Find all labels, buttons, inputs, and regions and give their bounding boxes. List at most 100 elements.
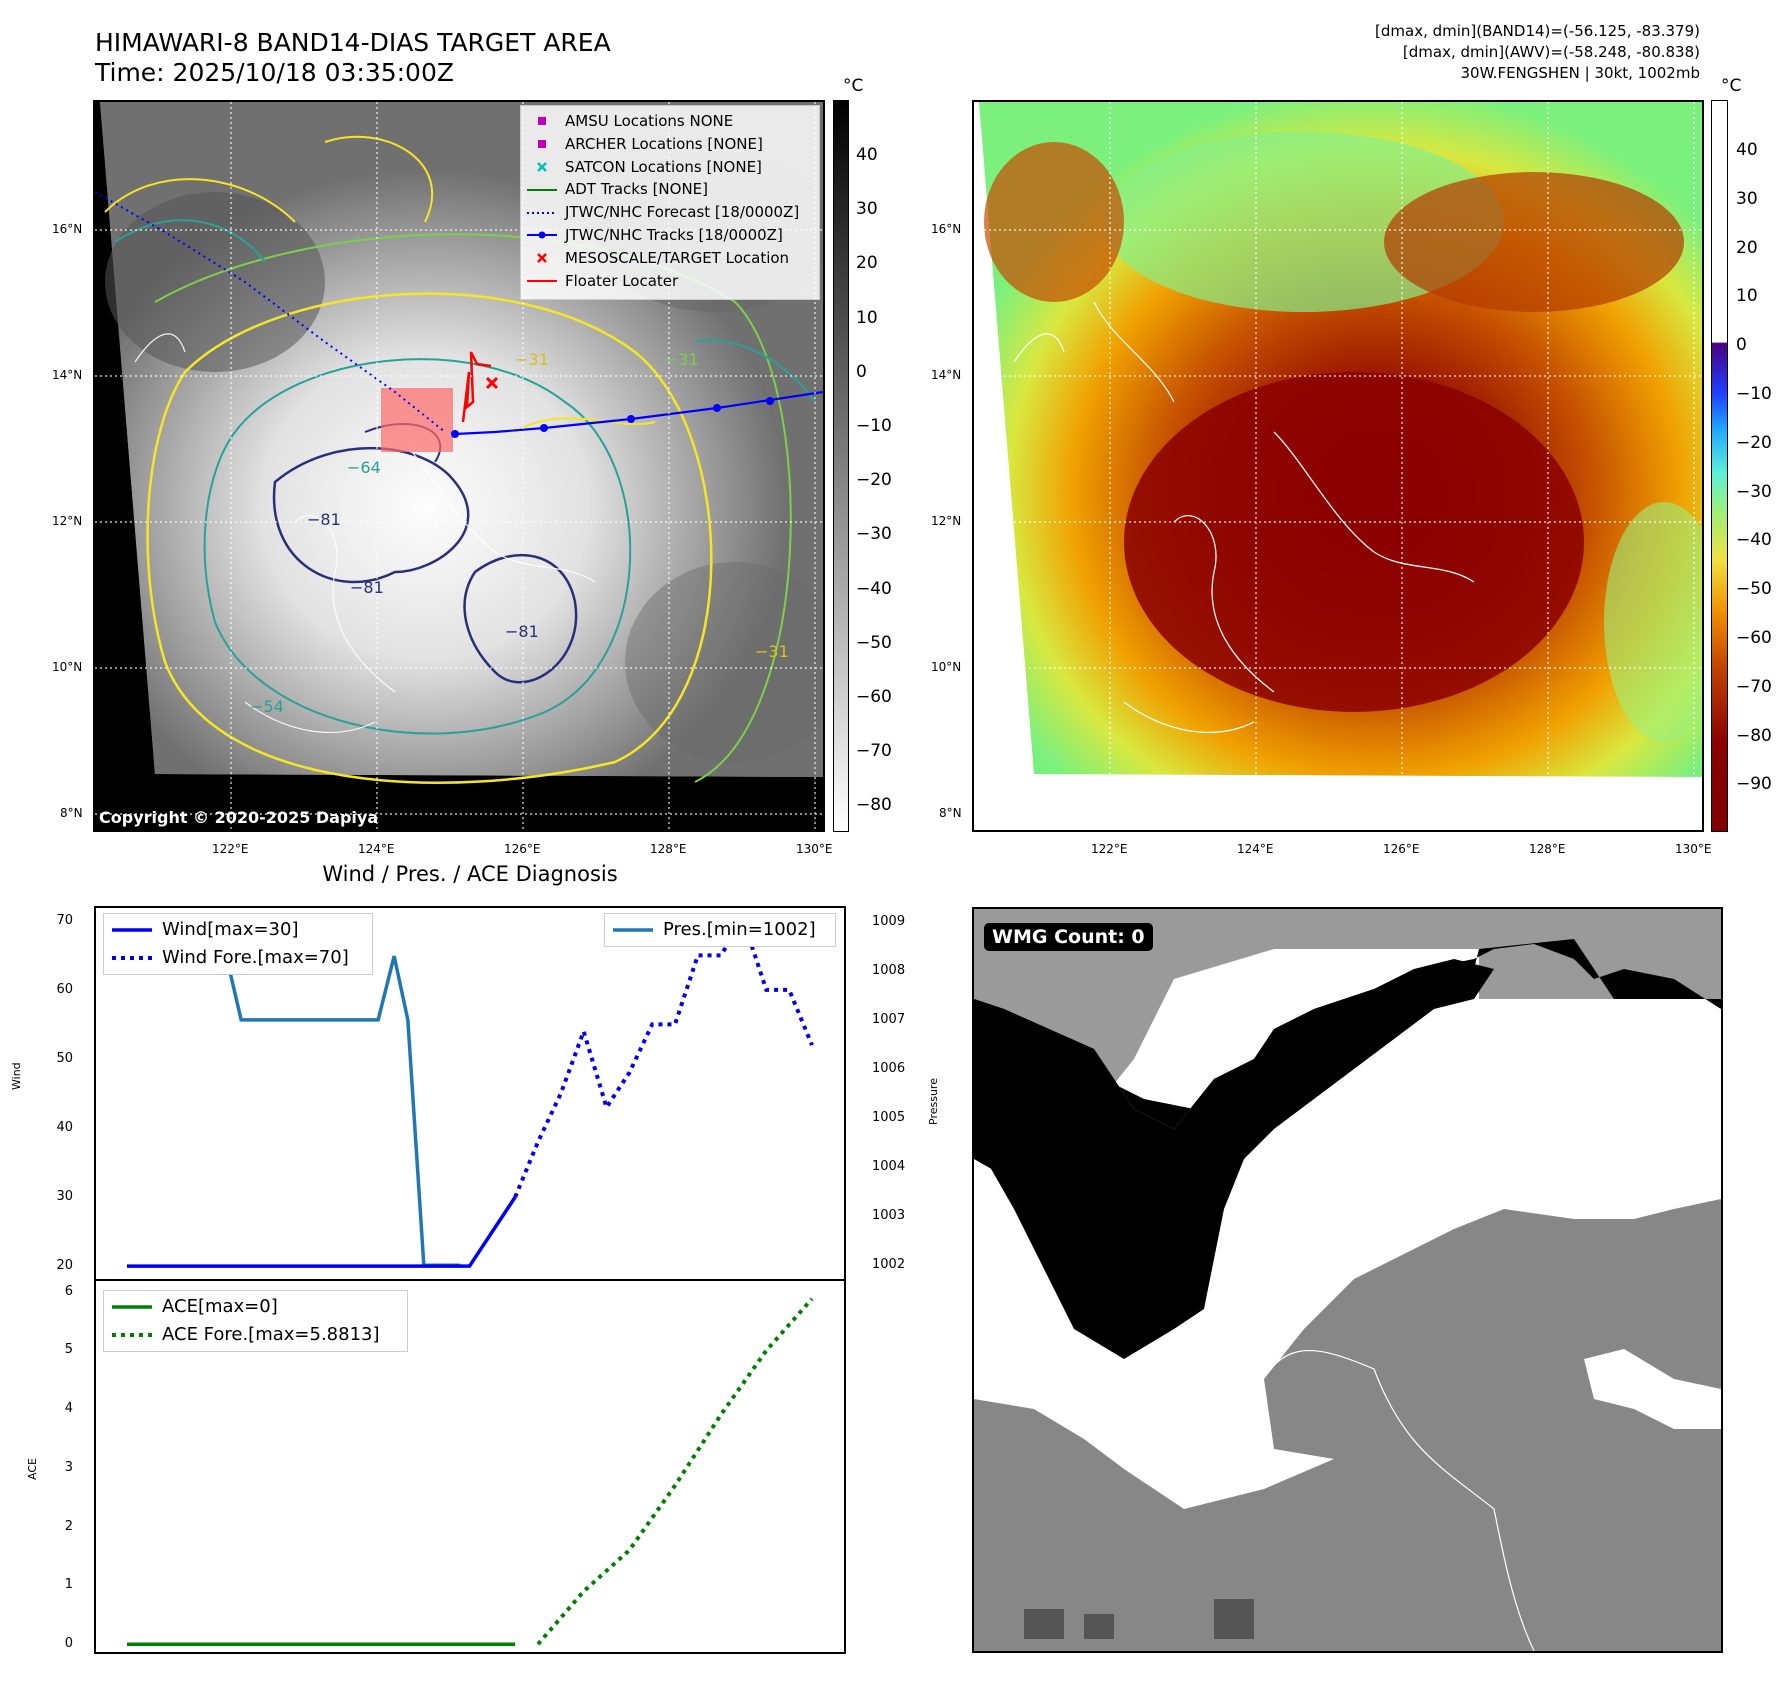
axis-tick-label: 1008 <box>872 962 906 978</box>
colorbar-tick: 40 <box>856 145 878 165</box>
colorbar-tick: −50 <box>856 632 892 653</box>
series-line <box>513 916 814 1198</box>
lon-label: 128°E <box>650 842 687 856</box>
colorbar-tick: −20 <box>856 470 892 491</box>
axis-tick-label: 1009 <box>872 913 906 929</box>
lon-label: 122°E <box>1091 842 1128 856</box>
info-line2: [dmax, dmin](AWV)=(-58.248, -80.838) <box>1402 43 1700 61</box>
lon-label: 126°E <box>1383 842 1420 856</box>
axis-tick-label: 40 <box>56 1120 73 1136</box>
axis-tick-label: 1003 <box>872 1208 906 1224</box>
colorbar-tick: 0 <box>1736 335 1747 356</box>
axis-tick-label: 1 <box>64 1577 73 1593</box>
colorbar-tick: 30 <box>856 199 878 220</box>
lon-label: 130°E <box>796 842 833 856</box>
colorbar-tick: −50 <box>1736 579 1772 600</box>
series-line <box>127 1196 517 1268</box>
pressure-legend: Pres.[min=1002] <box>604 913 836 947</box>
wmg-panel: WMG Count: 0 <box>972 907 1723 1653</box>
track-point <box>540 424 548 432</box>
colorbar-tick: 20 <box>1736 237 1758 258</box>
wmg-count-badge: WMG Count: 0 <box>984 923 1153 951</box>
axis-tick-label: 4 <box>64 1401 73 1417</box>
legend-item: ACE Fore.[max=5.8813] <box>112 1321 399 1349</box>
lon-label: 128°E <box>1529 842 1566 856</box>
colorbar-tick: −10 <box>1736 384 1772 404</box>
legend-label: AMSU Locations NONE <box>565 112 734 130</box>
contour-label: −64 <box>347 458 381 477</box>
lat-label: 10°N <box>931 660 962 674</box>
lon-label: 124°E <box>1237 842 1274 856</box>
contour-label: −81 <box>307 510 341 529</box>
axis-tick-label: 6 <box>64 1283 73 1299</box>
target-location-marker <box>485 376 499 390</box>
legend-item: Pres.[min=1002] <box>613 916 827 944</box>
colorbar-tick: −10 <box>856 416 892 436</box>
axis-tick-label: 3 <box>64 1459 73 1475</box>
ir-map-panel: −81 −81 −81 −64 −31 −31 −54 −31 Copyrigh… <box>93 100 825 832</box>
legend-item: Floater Locater <box>527 270 813 293</box>
contour-label: −31 <box>515 350 549 369</box>
legend-label: Floater Locater <box>565 271 679 290</box>
lat-label: 10°N <box>52 660 83 674</box>
legend-item: SATCON Locations [NONE] <box>527 156 813 179</box>
colorbar-tick: 40 <box>1736 140 1758 160</box>
track-point <box>451 430 459 438</box>
colorbar-tick: −70 <box>856 741 892 762</box>
lon-label: 126°E <box>504 842 541 856</box>
legend-label: MESOSCALE/TARGET Location <box>565 248 790 267</box>
pressure-axis-label: Pressure <box>927 1078 940 1125</box>
colorbar-tick: −60 <box>1736 628 1772 648</box>
legend-item: JTWC/NHC Tracks [18/0000Z] <box>527 224 813 247</box>
wind-legend: Wind[max=30] Wind Fore.[max=70] <box>103 913 373 975</box>
axis-tick-label: 50 <box>56 1050 73 1066</box>
legend-item: AMSU Locations NONE <box>527 110 813 133</box>
contour-label: −54 <box>250 697 284 716</box>
axis-tick-label: 2 <box>64 1518 73 1534</box>
ace-legend: ACE[max=0] ACE Fore.[max=5.8813] <box>103 1290 408 1352</box>
lat-label: 14°N <box>931 368 962 382</box>
legend-label: JTWC/NHC Tracks [18/0000Z] <box>565 225 783 244</box>
legend-item: ACE[max=0] <box>112 1293 399 1321</box>
colorbar-tick: 0 <box>856 361 867 382</box>
legend-label: Wind Fore.[max=70] <box>162 947 349 968</box>
track-point <box>766 397 774 405</box>
legend-item: Wind[max=30] <box>112 916 364 944</box>
lat-label: 14°N <box>52 368 83 382</box>
colorbar-tick: −30 <box>856 524 892 545</box>
colorbar-tick: −40 <box>1736 530 1772 551</box>
lat-label: 8°N <box>60 806 83 820</box>
series-line <box>536 1297 814 1646</box>
lat-label: 8°N <box>939 806 962 820</box>
legend-label: ACE Fore.[max=5.8813] <box>162 1324 380 1345</box>
legend-item: JTWC/NHC Forecast [18/0000Z] <box>527 201 813 224</box>
map-title-line1: HIMAWARI-8 BAND14-DIAS TARGET AREA <box>95 28 611 57</box>
colorbar-tick: 30 <box>1736 188 1758 209</box>
colorbar-tick: −80 <box>1736 725 1772 746</box>
axis-tick-label: 30 <box>56 1189 73 1205</box>
lat-label: 16°N <box>931 222 962 236</box>
contour-label: −81 <box>350 578 384 597</box>
wind-axis-label: Wind <box>10 1062 23 1090</box>
contour-label: −31 <box>665 350 699 369</box>
lon-label: 130°E <box>1675 842 1712 856</box>
legend-item: ARCHER Locations [NONE] <box>527 133 813 156</box>
axis-tick-label: 1002 <box>872 1257 906 1273</box>
lat-label: 12°N <box>52 514 83 528</box>
axis-tick-label: 60 <box>56 981 73 997</box>
legend-label: JTWC/NHC Forecast [18/0000Z] <box>565 203 800 222</box>
diagnosis-title: Wind / Pres. / ACE Diagnosis <box>322 862 618 886</box>
lon-label: 122°E <box>212 842 249 856</box>
track-point <box>627 415 635 423</box>
legend-label: ARCHER Locations [NONE] <box>565 134 763 153</box>
ace-plot <box>127 1297 814 1646</box>
legend-label: ACE[max=0] <box>162 1296 278 1317</box>
colorbar-tick: 10 <box>856 307 878 328</box>
colorbar-tick: −40 <box>856 578 892 599</box>
legend-label: SATCON Locations [NONE] <box>565 157 762 176</box>
colorbar-tick: −60 <box>856 687 892 707</box>
info-line1: [dmax, dmin](BAND14)=(-56.125, -83.379) <box>1375 22 1700 40</box>
axis-tick-label: 70 <box>56 912 73 928</box>
colorbar-tick: −80 <box>856 795 892 816</box>
axis-tick-label: 5 <box>64 1342 73 1358</box>
